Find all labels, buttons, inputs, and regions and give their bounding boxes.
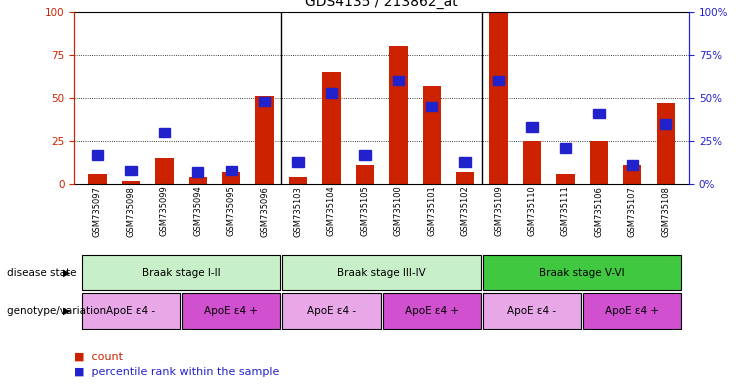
Bar <box>526 122 538 132</box>
Bar <box>422 86 441 184</box>
Bar <box>289 177 308 184</box>
Bar <box>359 150 370 160</box>
Bar <box>88 174 107 184</box>
Bar <box>493 76 505 86</box>
Bar <box>188 177 207 184</box>
Text: ApoE ε4 +: ApoE ε4 + <box>605 306 659 316</box>
Bar <box>523 141 541 184</box>
Bar <box>82 255 280 290</box>
Bar <box>459 157 471 167</box>
Text: Braak stage I-II: Braak stage I-II <box>142 268 220 278</box>
Bar <box>556 174 575 184</box>
Bar <box>155 158 173 184</box>
Bar <box>627 161 638 170</box>
Text: genotype/variation: genotype/variation <box>7 306 110 316</box>
Bar <box>192 167 204 177</box>
Bar <box>259 96 270 106</box>
Bar <box>256 96 274 184</box>
Bar <box>594 109 605 118</box>
Bar <box>282 293 381 329</box>
Bar <box>92 150 103 160</box>
Bar <box>483 255 682 290</box>
Text: ▶: ▶ <box>63 306 70 316</box>
Bar <box>623 165 642 184</box>
Bar <box>389 46 408 184</box>
Bar <box>125 166 136 175</box>
Text: ApoE ε4 +: ApoE ε4 + <box>205 306 258 316</box>
Bar <box>326 88 337 98</box>
Bar <box>282 255 481 290</box>
Bar <box>222 172 240 184</box>
Text: Braak stage V-VI: Braak stage V-VI <box>539 268 625 278</box>
Text: ApoE ε4 -: ApoE ε4 - <box>307 306 356 316</box>
Bar <box>322 72 341 184</box>
Bar <box>122 181 140 184</box>
Bar <box>382 293 481 329</box>
Bar <box>489 12 508 184</box>
Bar <box>82 293 180 329</box>
Text: ApoE ε4 +: ApoE ε4 + <box>405 306 459 316</box>
Text: ApoE ε4 -: ApoE ε4 - <box>107 306 156 316</box>
Text: ■  count: ■ count <box>74 352 123 362</box>
Bar <box>182 293 280 329</box>
Bar <box>660 119 671 129</box>
Bar <box>456 172 474 184</box>
Bar <box>559 143 571 153</box>
Bar <box>159 127 170 137</box>
Bar <box>590 141 608 184</box>
Text: disease state: disease state <box>7 268 80 278</box>
Bar <box>583 293 682 329</box>
Bar <box>225 166 237 175</box>
Text: Braak stage III-IV: Braak stage III-IV <box>337 268 426 278</box>
Text: ■  percentile rank within the sample: ■ percentile rank within the sample <box>74 367 279 377</box>
Text: ▶: ▶ <box>63 268 70 278</box>
Bar <box>356 165 374 184</box>
Text: ApoE ε4 -: ApoE ε4 - <box>508 306 556 316</box>
Bar <box>426 102 437 111</box>
Bar <box>393 76 404 86</box>
Bar <box>293 157 304 167</box>
Bar <box>483 293 581 329</box>
Bar <box>657 103 675 184</box>
Title: GDS4135 / 213862_at: GDS4135 / 213862_at <box>305 0 458 9</box>
